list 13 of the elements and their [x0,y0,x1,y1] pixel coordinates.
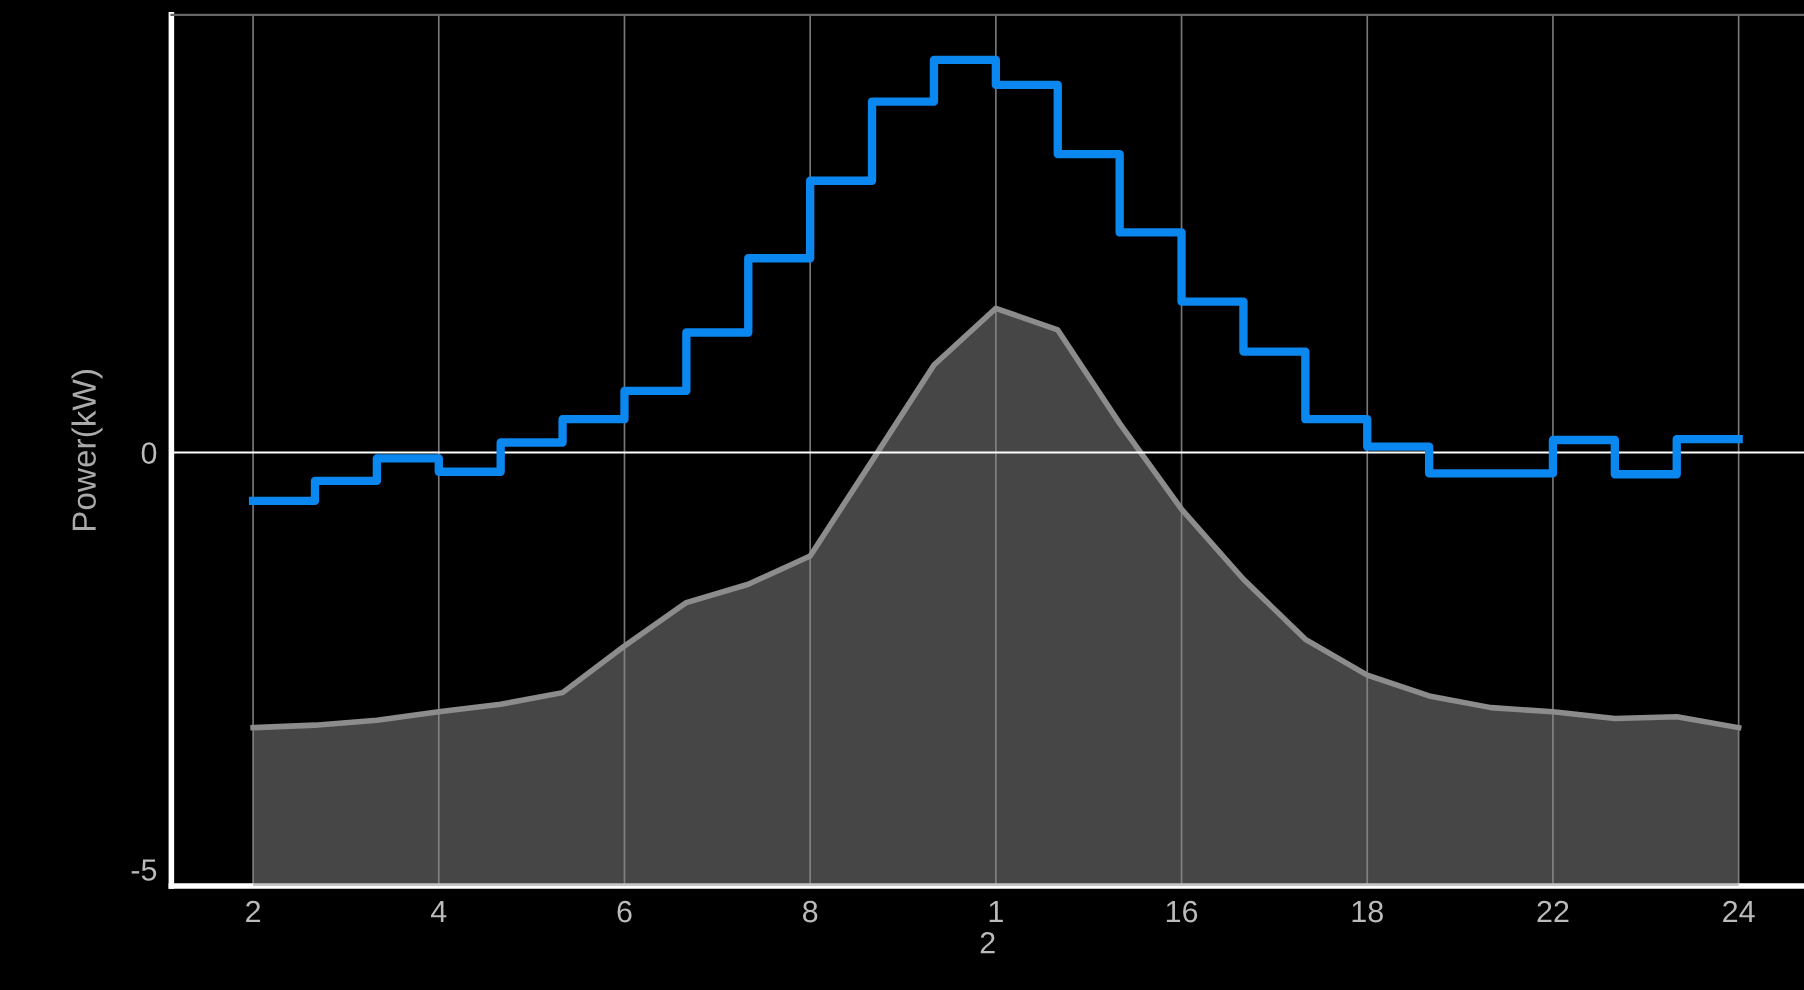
x-tick-label: 22 [1537,900,1569,923]
x-tick-label: 4 [430,901,447,923]
x-tick-label: 16 [1166,900,1198,923]
x-tick-label: 24 [1723,900,1755,923]
y-tick-label: 0 [141,442,157,464]
x-tick-label: 2 [246,900,261,923]
x-tick-label: 8 [803,900,818,923]
y-tick-label: -5 [131,859,157,881]
x-tick-label: 6 [617,900,632,923]
y-axis-title: Power(kW) [71,370,103,531]
x-axis-title: 2 [980,932,995,954]
x-tick-label: 1 [989,901,1003,923]
x-tick-label: 18 [1352,900,1383,923]
